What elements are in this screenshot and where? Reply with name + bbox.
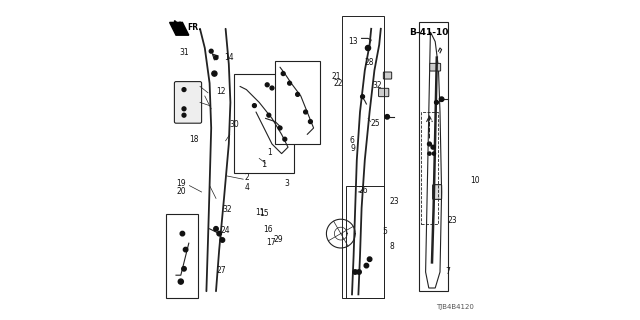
Circle shape: [182, 88, 186, 92]
Text: 22: 22: [333, 79, 343, 88]
Text: 1: 1: [261, 160, 266, 169]
Text: 31: 31: [180, 48, 189, 57]
Circle shape: [282, 72, 285, 76]
Text: 26: 26: [358, 186, 368, 195]
Text: FR.: FR.: [187, 23, 202, 32]
Text: 32: 32: [223, 205, 232, 214]
Circle shape: [308, 120, 312, 124]
Circle shape: [353, 270, 357, 274]
Text: 20: 20: [177, 188, 186, 196]
Circle shape: [182, 267, 186, 271]
Text: 7: 7: [445, 267, 451, 276]
Text: 6: 6: [349, 136, 355, 145]
Circle shape: [265, 83, 269, 87]
Circle shape: [252, 104, 256, 108]
Circle shape: [440, 97, 444, 101]
Text: 30: 30: [230, 120, 239, 129]
Circle shape: [217, 231, 221, 236]
Circle shape: [435, 100, 438, 104]
Circle shape: [431, 145, 435, 149]
Circle shape: [288, 81, 292, 85]
Text: 13: 13: [348, 37, 358, 46]
Text: 10: 10: [470, 176, 479, 185]
Text: 17: 17: [267, 238, 276, 247]
Circle shape: [214, 56, 218, 60]
Text: 11: 11: [255, 208, 265, 217]
Text: 18: 18: [189, 135, 199, 144]
Text: 16: 16: [263, 225, 273, 234]
Text: 21: 21: [332, 72, 340, 81]
Text: 23: 23: [390, 197, 399, 206]
Text: 3: 3: [284, 180, 289, 188]
Text: 2: 2: [244, 173, 249, 182]
Circle shape: [209, 49, 213, 53]
FancyBboxPatch shape: [174, 82, 202, 123]
Text: 1: 1: [268, 148, 272, 156]
Circle shape: [361, 95, 365, 99]
Text: 27: 27: [217, 266, 227, 275]
FancyBboxPatch shape: [166, 214, 198, 298]
Polygon shape: [170, 22, 189, 35]
Circle shape: [214, 227, 218, 231]
Circle shape: [283, 137, 287, 141]
FancyBboxPatch shape: [379, 88, 389, 97]
Circle shape: [365, 45, 371, 51]
Text: TJB4B4120: TJB4B4120: [436, 304, 474, 310]
Text: 29: 29: [274, 235, 284, 244]
Circle shape: [212, 71, 217, 76]
FancyBboxPatch shape: [430, 63, 440, 71]
FancyBboxPatch shape: [383, 72, 392, 79]
Text: 28: 28: [365, 58, 374, 67]
Circle shape: [428, 152, 431, 155]
Circle shape: [364, 263, 369, 268]
FancyBboxPatch shape: [433, 185, 442, 199]
FancyBboxPatch shape: [275, 61, 320, 144]
Circle shape: [385, 115, 389, 119]
Circle shape: [178, 279, 184, 284]
Circle shape: [367, 257, 372, 261]
Circle shape: [433, 152, 436, 155]
Circle shape: [304, 110, 308, 114]
Text: 24: 24: [221, 226, 230, 235]
Text: B-41-10: B-41-10: [409, 28, 449, 36]
Text: 23: 23: [447, 216, 457, 225]
Text: 8: 8: [389, 242, 394, 251]
FancyBboxPatch shape: [234, 74, 294, 173]
Text: 32: 32: [372, 81, 382, 90]
Circle shape: [182, 113, 186, 117]
Text: 4: 4: [244, 183, 249, 192]
Text: 14: 14: [224, 53, 234, 62]
Circle shape: [428, 142, 431, 146]
Polygon shape: [426, 32, 442, 288]
Text: 5: 5: [383, 227, 387, 236]
Text: 25: 25: [371, 119, 380, 128]
Text: 12: 12: [216, 87, 225, 96]
Circle shape: [182, 107, 186, 111]
Circle shape: [296, 92, 300, 96]
Circle shape: [220, 238, 225, 242]
Circle shape: [270, 86, 274, 90]
Circle shape: [278, 126, 282, 130]
Circle shape: [357, 270, 361, 274]
Text: 19: 19: [177, 180, 186, 188]
Text: 9: 9: [351, 144, 356, 153]
Circle shape: [180, 231, 185, 236]
Text: 15: 15: [259, 209, 269, 218]
Circle shape: [183, 247, 188, 252]
Circle shape: [267, 113, 271, 117]
